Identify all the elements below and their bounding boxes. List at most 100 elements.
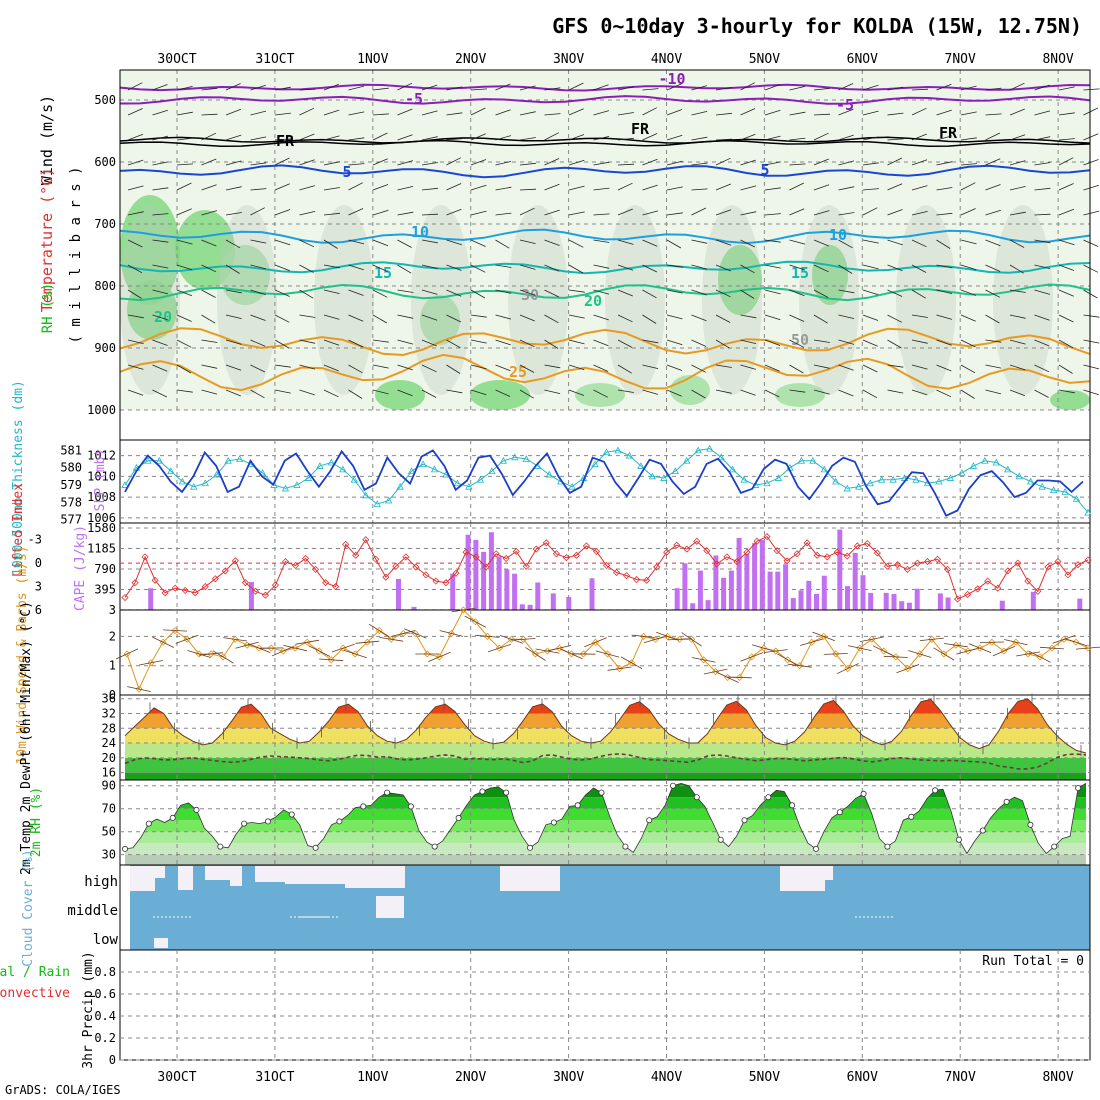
lifted-index-point <box>913 559 922 567</box>
wind-barb <box>421 264 438 269</box>
day-label-bottom: 7NOV <box>945 1070 976 1085</box>
cape-bar <box>914 588 920 610</box>
wind-barb <box>495 389 511 397</box>
cloud-clear-patch <box>825 866 833 880</box>
wind-barb <box>568 264 584 274</box>
wind-barb <box>715 112 732 116</box>
wind-barb <box>397 339 414 345</box>
wind-barb <box>956 647 980 655</box>
rh-point <box>193 806 200 813</box>
wind-barb <box>372 264 388 272</box>
wind-barb <box>421 339 437 347</box>
wind-barb <box>936 264 953 269</box>
wind-speed-point <box>868 635 876 643</box>
wind-barb <box>813 132 829 141</box>
wind-barb <box>404 628 427 639</box>
wind-barb <box>911 107 927 116</box>
wind-barb <box>911 264 927 273</box>
wind-barb <box>593 110 610 116</box>
wind-barb <box>397 82 413 91</box>
wind-barb <box>1083 210 1100 216</box>
wind-barb <box>1009 339 1026 345</box>
wind-barb <box>152 289 169 295</box>
wind-barb <box>372 289 388 298</box>
lifted-index-point <box>673 541 681 549</box>
lifted-index-point <box>422 571 430 579</box>
wind-barb <box>642 339 659 344</box>
wind-barb <box>715 87 732 91</box>
wind-barb <box>299 289 314 299</box>
lifted-index-point <box>392 562 400 570</box>
cape-bar <box>783 564 789 610</box>
wind-barb <box>446 86 463 91</box>
wind-barb <box>1083 184 1099 191</box>
wind-barb <box>691 657 716 663</box>
cape-bar <box>589 578 595 610</box>
cape-bar <box>535 582 541 610</box>
wind-barb <box>544 264 560 272</box>
wind-barb <box>862 207 878 216</box>
thickness-point <box>1015 472 1023 480</box>
lifted-index-point <box>522 562 530 570</box>
wind-barb <box>838 364 854 371</box>
cloud-clear-patch <box>285 866 345 884</box>
wind-barb <box>593 213 610 216</box>
lifted-index-point <box>693 537 701 545</box>
wind-barb <box>911 88 929 91</box>
thickness-point <box>591 460 599 468</box>
wind-barb <box>152 636 174 648</box>
day-label-bottom: 1NOV <box>357 1070 388 1085</box>
lifted-index-point <box>873 549 881 557</box>
cape-bar <box>248 582 254 610</box>
wind-barb <box>838 108 854 116</box>
lifted-index-point <box>572 551 580 559</box>
cloud-clear-patch <box>154 938 168 948</box>
wind-speed-point <box>363 638 371 646</box>
wind-barb <box>446 339 461 349</box>
temperature-contour <box>119 228 1091 245</box>
wind-barb <box>323 212 340 216</box>
temp-tick-label: 36 <box>102 692 116 706</box>
wind-barb <box>152 187 169 191</box>
wind-barb <box>470 88 488 91</box>
wind-barb <box>985 389 1002 395</box>
thickness-point <box>144 456 152 464</box>
wind-barb <box>152 339 168 346</box>
wind-speed-point <box>447 629 455 638</box>
wind-barb <box>127 289 142 299</box>
cape-tick-label: 395 <box>94 583 116 597</box>
wind-barb <box>620 656 643 669</box>
wind-barb <box>985 132 1001 141</box>
wind-barb <box>397 211 414 216</box>
wind-barb <box>212 650 234 664</box>
wind-barb <box>446 138 463 141</box>
wind-barb <box>643 635 668 644</box>
wind-barb <box>372 389 389 395</box>
wind-barb <box>960 111 977 116</box>
slp-tick-label: 1012 <box>87 449 116 463</box>
wind-barb <box>176 208 192 216</box>
temperature-contour <box>119 260 1091 275</box>
thickness-point <box>258 469 267 476</box>
temp-band <box>125 699 1086 714</box>
upper-ylabel-wind: Wind (m/s) <box>38 95 56 185</box>
wind-barb <box>299 107 315 116</box>
wind-barb <box>470 339 487 344</box>
wind-barb <box>127 686 151 692</box>
cape-bar <box>713 555 719 610</box>
thickness-point <box>476 475 485 483</box>
wind-barb <box>715 138 733 141</box>
wind-barb <box>568 389 585 396</box>
wind-barb <box>201 113 218 116</box>
wind-barb <box>397 314 414 319</box>
wind-speed-point <box>135 685 143 693</box>
wind-barb <box>715 389 732 394</box>
wind-barb <box>960 163 977 166</box>
contour-label: -10 <box>658 70 685 88</box>
wind-barb <box>887 389 904 394</box>
wind-barb <box>813 289 829 298</box>
cloud-clear-patch <box>500 866 560 891</box>
lifted-index-point <box>582 542 591 550</box>
cape-bar <box>411 606 417 610</box>
